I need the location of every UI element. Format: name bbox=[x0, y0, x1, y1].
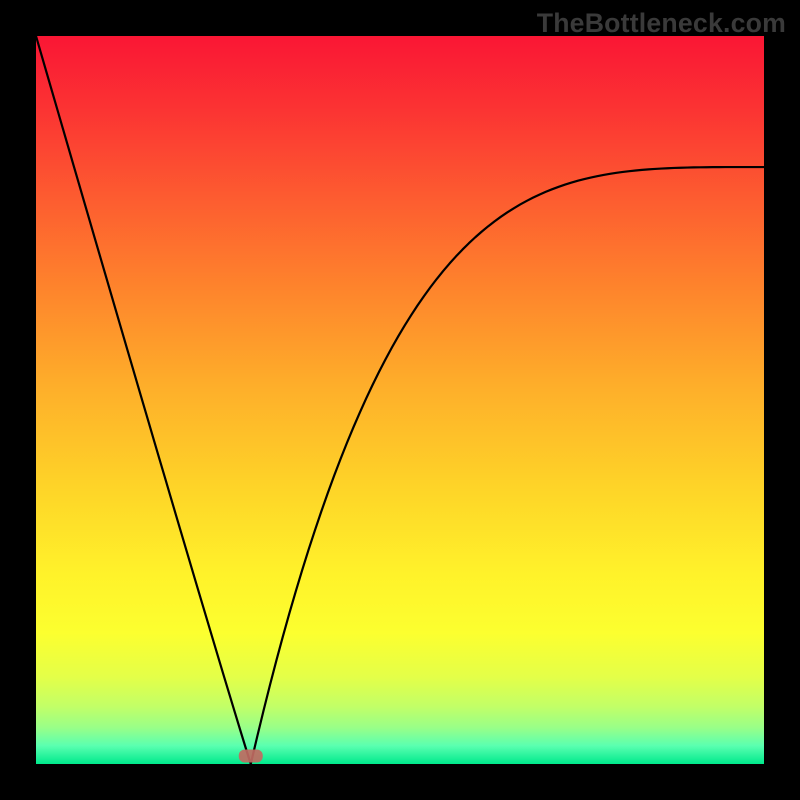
optimal-point-marker bbox=[239, 750, 263, 763]
watermark-text: TheBottleneck.com bbox=[537, 8, 786, 39]
bottleneck-chart bbox=[0, 0, 800, 800]
chart-plot-area bbox=[36, 36, 764, 764]
